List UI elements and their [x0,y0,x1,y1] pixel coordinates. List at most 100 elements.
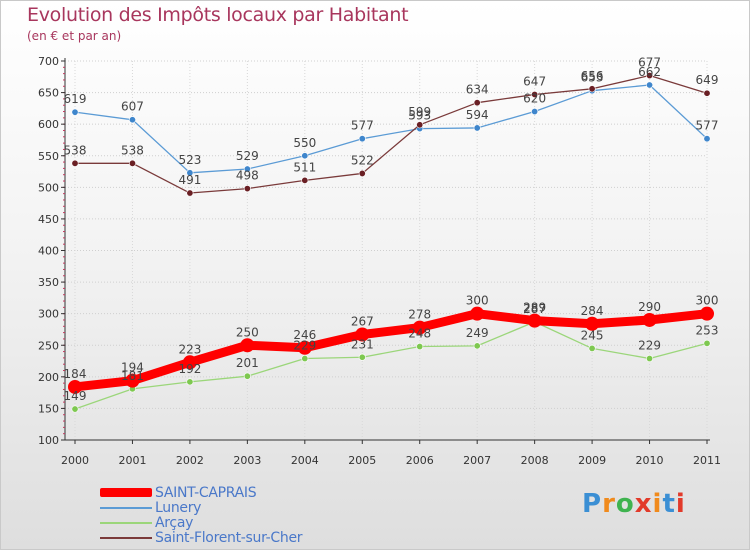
legend-label: Lunery [155,499,202,516]
legend-label: SAINT-CAPRAIS [155,484,257,501]
data-point-ar-ay [703,339,711,347]
data-point-saint-florent-sur-cher [186,189,194,197]
chart-title: Evolution des Impôts locaux par Habitant [27,4,409,26]
data-point-ar-ay [588,344,596,352]
data-point-lunery [473,124,481,132]
data-point-saint-florent-sur-cher [473,99,481,107]
legend-item: Lunery [100,499,302,516]
data-label-ar-ay: 249 [466,326,489,340]
y-tick-label: 150 [38,402,59,415]
data-point-lunery [703,135,711,143]
data-label-lunery: 593 [408,109,431,123]
line-chart: 100 150 200 250 300 350 400 450 500 550 600 650 700 2… [38,55,721,467]
data-label-saint-caprais: 278 [408,308,431,322]
data-label-ar-ay: 248 [408,327,431,341]
data-point-saint-florent-sur-cher [243,185,251,193]
data-point-lunery [71,108,79,116]
data-label-lunery: 577 [696,119,719,133]
data-label-saint-caprais: 300 [696,294,719,308]
series-line-saint-florent-sur-cher [74,74,708,194]
data-label-saint-florent-sur-cher: 498 [236,169,259,183]
data-label-lunery: 550 [293,136,316,150]
y-tick-label: 500 [38,181,59,194]
data-label-ar-ay: 192 [178,362,201,376]
legend-label: Arçay [155,514,194,531]
data-label-saint-florent-sur-cher: 656 [581,69,604,83]
data-label-saint-florent-sur-cher: 491 [178,173,201,187]
data-label-lunery: 577 [351,119,374,133]
data-label-saint-caprais: 300 [466,294,489,308]
y-tick-label: 400 [38,245,59,258]
data-label-lunery: 620 [523,92,546,106]
data-label-saint-caprais: 194 [121,361,144,375]
data-label-lunery: 619 [64,92,87,106]
data-label-saint-caprais: 290 [638,300,661,314]
data-point-saint-florent-sur-cher [703,89,711,97]
data-label-saint-florent-sur-cher: 538 [64,143,87,157]
data-point-saint-caprais [125,373,140,388]
x-tick-label: 2008 [521,454,549,467]
data-point-lunery [243,165,251,173]
y-tick-label: 300 [38,308,59,321]
data-point-saint-caprais [527,313,542,328]
data-point-saint-caprais [182,355,197,370]
logo-letter: i [675,489,686,519]
y-tick-label: 600 [38,118,59,131]
data-point-lunery [301,152,309,160]
logo-letter: r [602,489,616,519]
x-tick-label: 2006 [406,454,434,467]
data-label-ar-ay: 229 [293,339,316,353]
legend-swatch [100,488,152,497]
y-tick-label: 250 [38,339,59,352]
data-point-ar-ay [186,378,194,386]
logo-letter: o [615,489,635,519]
series-line-saint-caprais [70,309,712,392]
data-point-ar-ay [358,353,366,361]
data-label-saint-caprais: 250 [236,325,259,339]
data-point-saint-florent-sur-cher [128,159,136,167]
data-label-saint-caprais: 223 [178,342,201,356]
data-label-ar-ay: 231 [351,337,374,351]
data-point-lunery [646,81,654,89]
data-point-saint-caprais [240,338,255,353]
data-point-saint-florent-sur-cher [588,85,596,93]
x-tick-label: 2007 [463,454,491,467]
data-label-saint-florent-sur-cher: 634 [466,83,489,97]
data-point-lunery [128,116,136,124]
data-label-lunery: 594 [466,108,489,122]
legend-swatch [100,536,152,539]
x-tick-label: 2011 [693,454,721,467]
logo-letter: t [662,489,676,519]
data-point-saint-florent-sur-cher [301,176,309,184]
data-label-ar-ay: 229 [638,339,661,353]
y-tick-label: 550 [38,150,59,163]
y-tick-label: 650 [38,87,59,100]
data-label-saint-florent-sur-cher: 677 [638,56,661,70]
x-tick-label: 2003 [233,454,261,467]
x-tick-label: 2001 [118,454,146,467]
data-label-saint-florent-sur-cher: 511 [293,160,316,174]
data-point-ar-ay [243,372,251,380]
data-point-ar-ay [646,355,654,363]
data-label-lunery: 607 [121,100,144,114]
x-tick-label: 2004 [291,454,319,467]
logo-letter: x [634,489,653,519]
data-label-saint-caprais: 289 [523,301,546,315]
data-label-ar-ay: 245 [581,328,604,342]
data-label-ar-ay: 149 [64,389,87,403]
y-tick-label: 350 [38,276,59,289]
data-point-saint-florent-sur-cher [646,72,654,80]
data-point-ar-ay [416,343,424,351]
data-point-saint-caprais [700,306,714,321]
data-point-saint-caprais [68,379,82,394]
data-point-saint-caprais [412,320,427,335]
legend-item: Arçay [100,514,302,531]
data-label-saint-florent-sur-cher: 649 [696,73,719,87]
chart-subtitle: (en € et par an) [27,29,122,43]
data-label-lunery: 653 [581,71,604,85]
data-point-lunery [531,108,539,116]
data-point-lunery [358,135,366,143]
data-point-ar-ay [71,405,79,413]
data-label-saint-caprais: 267 [351,315,374,329]
data-point-saint-florent-sur-cher [358,169,366,177]
